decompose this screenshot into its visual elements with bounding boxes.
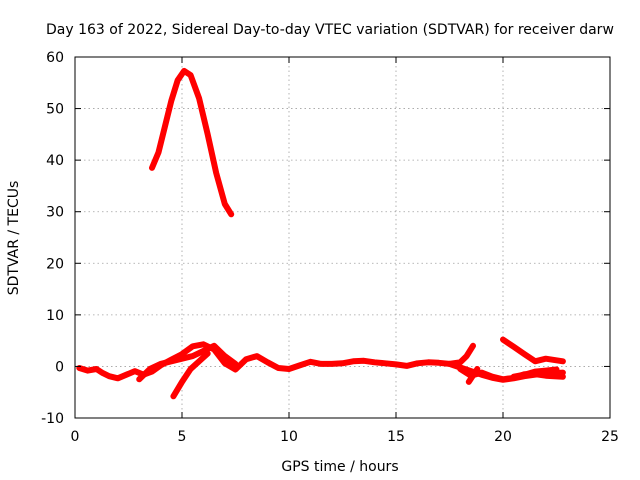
- x-tick-label: 15: [387, 429, 405, 445]
- x-tick-label: 10: [280, 429, 298, 445]
- y-axis-label: SDTVAR / TECUs: [6, 181, 22, 296]
- data-series-arc-low-8: [510, 366, 560, 380]
- y-tick-label: 20: [46, 256, 64, 272]
- grid: [75, 57, 610, 418]
- data-series-group: [76, 67, 566, 400]
- data-series-arc-low-4: [446, 342, 476, 367]
- y-tick-label: 60: [46, 50, 64, 66]
- y-tick-label: 0: [55, 359, 64, 375]
- x-tick-label: 20: [494, 429, 512, 445]
- data-series-arc-low-7: [500, 336, 566, 365]
- y-tick-label: 50: [46, 102, 64, 118]
- x-tick-label: 25: [601, 429, 619, 445]
- x-tick-label: 5: [178, 429, 187, 445]
- data-series-arc-low-3: [170, 350, 211, 400]
- data-series-arc-low-2: [136, 342, 239, 383]
- y-tick-label: 10: [46, 308, 64, 324]
- y-tick-label: 40: [46, 153, 64, 169]
- data-series-arc-low-6: [465, 366, 481, 385]
- ticks: 0 5 10 15 20 25 -10 0 10 20 30 40 50 60: [41, 50, 619, 445]
- x-axis-label: GPS time / hours: [281, 459, 398, 475]
- y-tick-label: 30: [46, 205, 64, 221]
- y-tick-label: -10: [41, 411, 64, 427]
- x-tick-label: 0: [71, 429, 80, 445]
- data-series-arc-high: [149, 67, 235, 218]
- chart-title: Day 163 of 2022, Sidereal Day-to-day VTE…: [46, 22, 614, 38]
- plot-frame: [74, 56, 611, 419]
